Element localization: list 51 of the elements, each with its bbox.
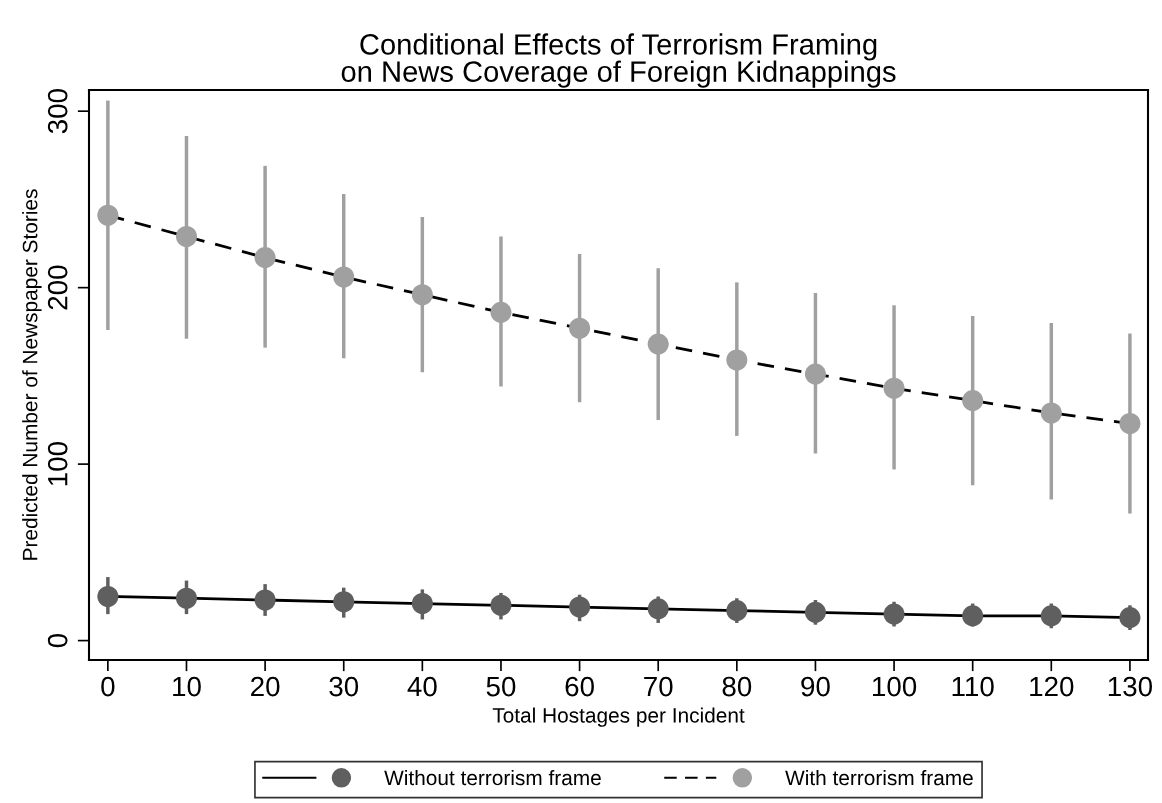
point bbox=[804, 601, 826, 623]
x-axis-title: Total Hostages per Incident bbox=[492, 707, 745, 727]
x-tick-label: 130 bbox=[1108, 676, 1153, 697]
y-axis-title: Predicted Number of Newspaper Stories bbox=[22, 189, 42, 560]
y-tick-label: 100 bbox=[47, 442, 68, 486]
point bbox=[726, 600, 748, 622]
x-tick-label: 60 bbox=[565, 676, 594, 697]
legend-label: With terrorism frame bbox=[785, 769, 973, 786]
point bbox=[1040, 402, 1062, 424]
point bbox=[333, 266, 355, 288]
point bbox=[175, 587, 198, 609]
point bbox=[647, 598, 669, 620]
point bbox=[333, 591, 355, 613]
point bbox=[804, 363, 826, 385]
x-tick-label: 80 bbox=[722, 676, 752, 697]
legend-label: Without terrorism frame bbox=[384, 769, 601, 786]
point bbox=[883, 377, 905, 399]
x-tick-label: 40 bbox=[407, 676, 437, 697]
x-tick-label: 30 bbox=[329, 676, 359, 697]
x-tick-label: 20 bbox=[251, 676, 280, 697]
y-tick-label: 200 bbox=[47, 265, 68, 310]
chart-title: Conditional Effects of Terrorism Framing on News Coverage of Foreign Kidnappings bbox=[341, 33, 896, 88]
point bbox=[254, 247, 276, 269]
x-tick-label: 50 bbox=[486, 676, 516, 697]
point bbox=[569, 596, 591, 618]
point bbox=[962, 605, 984, 627]
point bbox=[411, 593, 433, 615]
point bbox=[97, 585, 119, 607]
x-tick-label: 0 bbox=[101, 676, 115, 697]
x-tick-label: 110 bbox=[952, 676, 994, 697]
point bbox=[883, 603, 905, 625]
y-tick-label: 300 bbox=[47, 89, 68, 134]
point bbox=[1119, 607, 1141, 629]
x-tick-label: 70 bbox=[644, 676, 673, 697]
point bbox=[411, 284, 433, 306]
point bbox=[490, 594, 512, 616]
x-tick-label: 10 bbox=[173, 676, 201, 697]
point bbox=[962, 390, 984, 412]
point bbox=[254, 589, 276, 611]
point bbox=[97, 204, 119, 226]
point bbox=[1119, 413, 1141, 435]
point bbox=[175, 225, 198, 247]
point bbox=[1040, 605, 1062, 627]
x-tick-label: 120 bbox=[1030, 676, 1074, 697]
point bbox=[569, 317, 591, 339]
point bbox=[726, 349, 748, 371]
x-tick-label: 90 bbox=[801, 676, 830, 697]
y-tick-label: 0 bbox=[47, 633, 68, 648]
point bbox=[647, 333, 669, 355]
x-tick-label: 100 bbox=[873, 676, 917, 697]
point bbox=[490, 301, 512, 323]
